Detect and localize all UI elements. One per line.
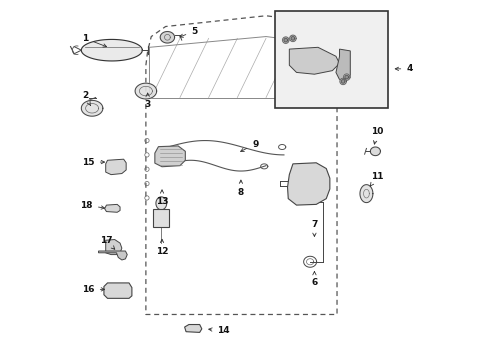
Polygon shape	[282, 37, 288, 43]
Text: 14: 14	[208, 326, 229, 335]
Text: 1: 1	[81, 34, 106, 47]
Polygon shape	[184, 324, 202, 332]
Polygon shape	[105, 159, 126, 175]
Polygon shape	[105, 239, 122, 255]
Polygon shape	[335, 49, 349, 80]
Polygon shape	[155, 146, 185, 167]
Polygon shape	[290, 37, 294, 40]
Text: 5: 5	[180, 27, 197, 37]
Polygon shape	[284, 39, 287, 42]
Polygon shape	[289, 35, 296, 41]
Polygon shape	[289, 47, 339, 74]
Polygon shape	[111, 289, 115, 292]
Polygon shape	[160, 32, 174, 43]
Polygon shape	[344, 75, 348, 79]
Text: 8: 8	[237, 180, 244, 197]
Polygon shape	[99, 251, 127, 260]
Polygon shape	[339, 78, 346, 85]
Polygon shape	[104, 283, 132, 298]
Text: 11: 11	[369, 172, 383, 186]
Text: 12: 12	[156, 239, 168, 256]
Text: 3: 3	[144, 93, 150, 109]
Text: 16: 16	[82, 285, 104, 294]
Text: 17: 17	[100, 237, 115, 249]
Text: 15: 15	[82, 158, 104, 167]
Polygon shape	[359, 185, 372, 203]
Text: 2: 2	[81, 91, 90, 105]
Polygon shape	[343, 74, 349, 80]
Polygon shape	[118, 289, 122, 292]
Polygon shape	[341, 80, 344, 83]
Text: 10: 10	[370, 127, 383, 144]
Text: 13: 13	[156, 190, 168, 206]
Polygon shape	[81, 100, 102, 116]
Bar	[153, 209, 169, 226]
Polygon shape	[369, 147, 380, 156]
Bar	[274, 12, 387, 108]
Polygon shape	[81, 40, 142, 61]
Text: 7: 7	[310, 220, 317, 237]
Polygon shape	[156, 197, 166, 210]
Polygon shape	[125, 289, 129, 292]
Polygon shape	[135, 83, 156, 99]
Text: 4: 4	[394, 64, 412, 73]
Text: 18: 18	[81, 201, 104, 210]
Text: 9: 9	[240, 140, 258, 152]
Polygon shape	[104, 204, 120, 212]
Text: 6: 6	[311, 271, 317, 287]
Polygon shape	[287, 163, 329, 205]
